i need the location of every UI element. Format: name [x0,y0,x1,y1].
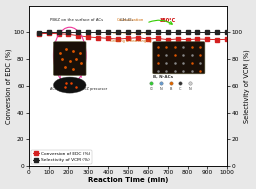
Selectivity of VCM (%) [116,31,120,34]
Conversion of EDC (%) [47,32,50,35]
Selectivity of VCM (%) [47,31,50,34]
Conversion of EDC (%) [126,37,130,40]
Selectivity of VCM (%) [196,31,199,34]
Conversion of EDC (%) [77,35,80,37]
Selectivity of VCM (%) [176,31,179,34]
Conversion of EDC (%) [156,37,159,40]
Conversion of EDC (%) [166,39,169,41]
Conversion of EDC (%) [186,39,189,41]
Conversion of EDC (%) [146,38,150,40]
Conversion of EDC (%) [67,33,70,36]
Selectivity of VCM (%) [206,31,209,34]
Conversion of EDC (%) [106,37,110,40]
X-axis label: Reaction Time (min): Reaction Time (min) [88,177,168,184]
Y-axis label: Selectivity of VCM (%): Selectivity of VCM (%) [244,49,250,123]
Conversion of EDC (%) [176,38,179,40]
Selectivity of VCM (%) [97,31,100,34]
Selectivity of VCM (%) [87,31,90,34]
Selectivity of VCM (%) [216,31,219,34]
Selectivity of VCM (%) [57,31,60,34]
Conversion of EDC (%) [136,36,140,39]
Selectivity of VCM (%) [136,31,140,34]
Conversion of EDC (%) [216,39,219,41]
Conversion of EDC (%) [37,33,40,35]
Y-axis label: Conversion of EDC (%): Conversion of EDC (%) [6,48,12,124]
Selectivity of VCM (%) [156,31,159,34]
Selectivity of VCM (%) [186,31,189,34]
Line: Conversion of EDC (%): Conversion of EDC (%) [37,32,229,41]
Selectivity of VCM (%) [37,31,40,34]
Selectivity of VCM (%) [146,31,150,34]
Conversion of EDC (%) [196,38,199,40]
Legend: Conversion of EDC (%), Selectivity of VCM (%): Conversion of EDC (%), Selectivity of VC… [31,150,92,164]
Conversion of EDC (%) [87,36,90,38]
Selectivity of VCM (%) [67,31,70,34]
Conversion of EDC (%) [116,38,120,40]
Selectivity of VCM (%) [126,31,130,34]
Selectivity of VCM (%) [166,31,169,34]
Selectivity of VCM (%) [226,31,229,34]
Conversion of EDC (%) [57,33,60,35]
Selectivity of VCM (%) [106,31,110,34]
Conversion of EDC (%) [206,38,209,40]
Conversion of EDC (%) [97,36,100,39]
Conversion of EDC (%) [226,38,229,40]
Selectivity of VCM (%) [77,31,80,34]
Line: Selectivity of VCM (%): Selectivity of VCM (%) [37,31,229,34]
